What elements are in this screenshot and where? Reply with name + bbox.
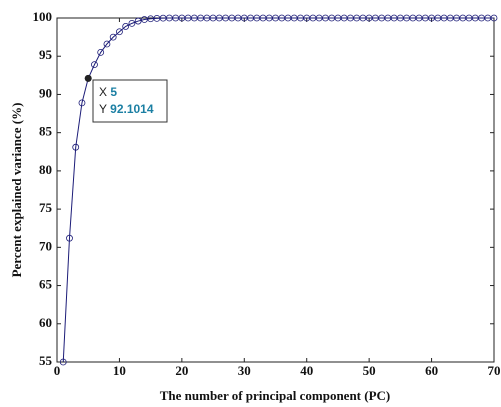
point [78,99,86,107]
datatip-row: Y 92.1014 [99,102,154,116]
point [116,28,123,36]
point [59,358,67,366]
point [66,234,73,242]
y-tick-label: 55 [39,353,53,368]
point [490,14,498,22]
point [72,143,80,151]
y-tick-label: 65 [39,277,53,292]
point [91,61,98,69]
point [109,33,117,41]
point [134,17,142,25]
x-tick-label: 20 [175,363,188,378]
y-tick-label: 80 [39,162,52,177]
datatip-box [92,79,168,123]
x-tick-label: 40 [300,363,313,378]
datatip-value: 92.1014 [110,102,154,116]
datatip-row: X 5 [99,85,117,99]
datatip-key: X [99,85,107,99]
datatip-marker [84,74,92,82]
y-tick-label: 95 [39,47,53,62]
point [103,40,111,48]
x-axis-label: The number of principal component (PC) [160,388,391,403]
datatip-key: Y [99,102,107,116]
x-tick-label: 50 [363,363,376,378]
x-tick-label: 60 [425,363,438,378]
y-tick-label: 90 [39,85,52,100]
x-tick-label: 0 [54,363,61,378]
point [97,49,105,56]
plot-frame [56,17,495,363]
datatip-value: 5 [110,85,117,99]
y-tick-label: 100 [33,9,53,24]
x-tick-label: 70 [488,363,501,378]
point [122,23,130,30]
y-axis-label: Percent explained variance (%) [9,103,24,278]
y-tick-label: 85 [39,124,53,139]
y-tick-label: 70 [39,238,52,253]
y-tick-label: 60 [39,315,52,330]
x-tick-label: 30 [238,363,251,378]
y-tick-label: 75 [39,200,53,215]
x-tick-label: 10 [113,363,126,378]
datatip: X 5Y 92.1014 [92,79,168,123]
point [128,19,136,27]
